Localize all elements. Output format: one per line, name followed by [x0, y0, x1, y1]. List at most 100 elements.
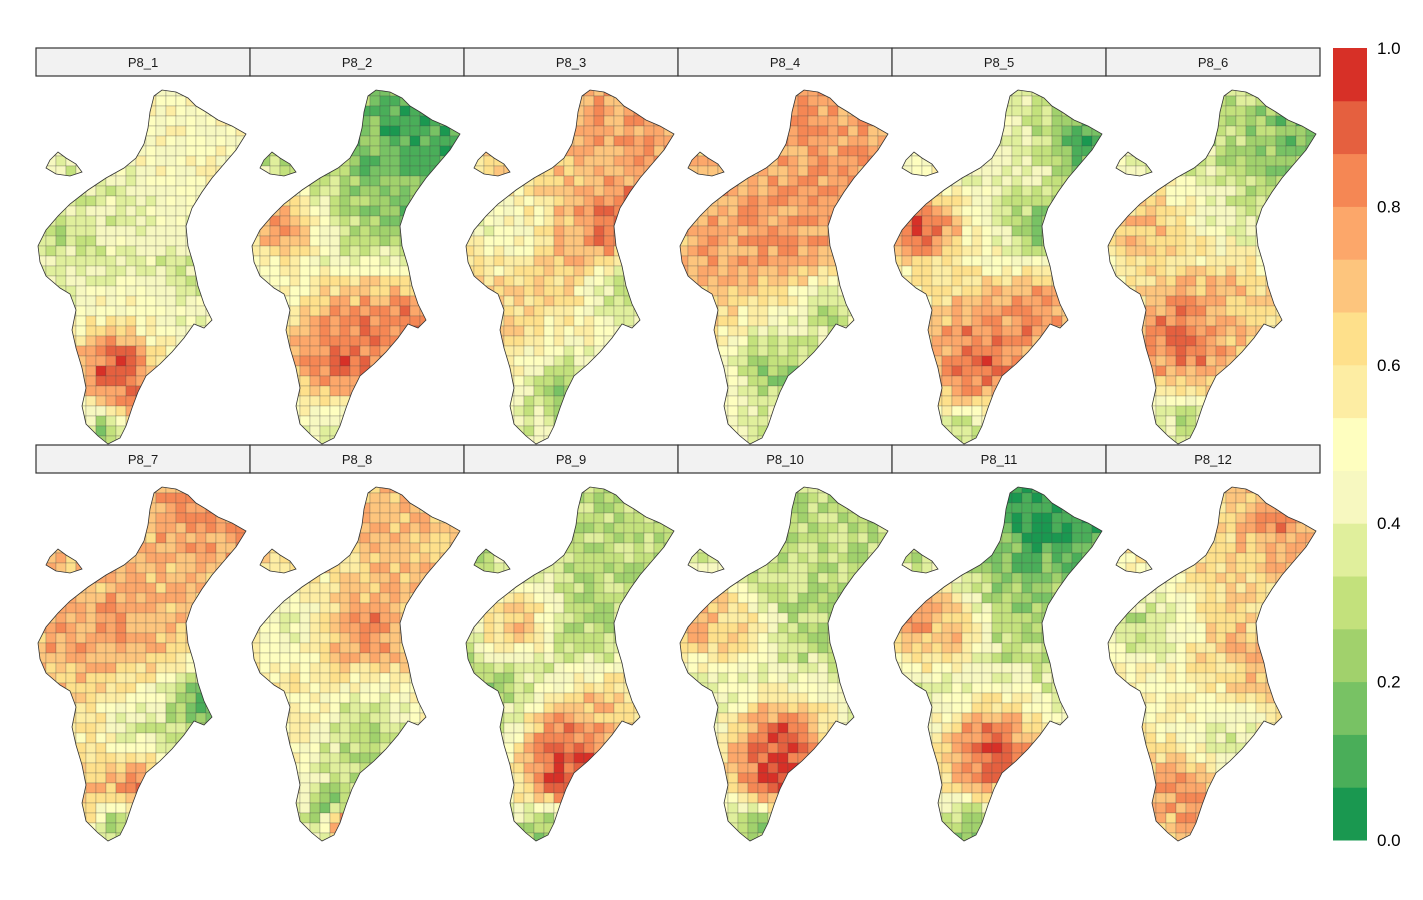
- municipality-cell: [523, 235, 535, 247]
- municipality-cell: [215, 90, 227, 97]
- municipality-cell: [697, 315, 709, 327]
- municipality-cell: [165, 95, 177, 107]
- municipality-cell: [767, 275, 779, 287]
- municipality-cell: [1315, 275, 1316, 287]
- municipality-cell: [245, 385, 246, 397]
- municipality-cell: [105, 265, 117, 277]
- municipality-cell: [359, 95, 371, 107]
- municipality-cell: [269, 105, 281, 117]
- municipality-cell: [105, 315, 117, 327]
- municipality-cell: [185, 255, 197, 267]
- municipality-cell: [707, 255, 719, 267]
- municipality-cell: [1205, 315, 1217, 327]
- municipality-cell: [787, 90, 799, 97]
- municipality-cell: [727, 95, 739, 107]
- municipality-cell: [653, 415, 665, 427]
- municipality-cell: [553, 265, 565, 277]
- municipality-cell: [673, 205, 674, 217]
- municipality-cell: [1225, 315, 1237, 327]
- municipality-cell: [340, 76, 350, 86]
- municipality-cell: [309, 415, 321, 427]
- municipality-cell: [911, 395, 923, 407]
- municipality-cell: [857, 145, 869, 157]
- municipality-cell: [369, 215, 381, 227]
- municipality-cell: [95, 165, 107, 177]
- municipality-cell: [299, 185, 311, 197]
- municipality-cell: [38, 315, 47, 327]
- municipality-cell: [603, 415, 615, 427]
- municipality-cell: [1091, 135, 1102, 147]
- municipality-cell: [125, 95, 137, 107]
- municipality-cell: [1108, 235, 1117, 247]
- municipality-cell: [533, 185, 545, 197]
- municipality-cell: [1315, 215, 1316, 227]
- municipality-cell: [623, 205, 635, 217]
- municipality-cell: [680, 355, 689, 367]
- municipality-cell: [941, 215, 953, 227]
- municipality-cell: [1101, 115, 1102, 127]
- municipality-cell: [299, 165, 311, 177]
- municipality-cell: [717, 425, 729, 437]
- municipality-cell: [894, 315, 903, 327]
- municipality-cell: [339, 315, 351, 327]
- municipality-cell: [663, 95, 674, 107]
- municipality-cell: [269, 95, 281, 107]
- municipality-cell: [543, 255, 555, 267]
- municipality-cell: [787, 285, 799, 297]
- municipality-cell: [389, 375, 401, 387]
- municipality-cell: [399, 305, 411, 317]
- municipality-cell: [663, 285, 674, 297]
- municipality-cell: [1081, 345, 1093, 357]
- municipality-cell: [583, 345, 595, 357]
- municipality-cell: [449, 205, 460, 217]
- municipality-cell: [603, 155, 615, 167]
- municipality-cell: [797, 275, 809, 287]
- municipality-cell: [1165, 295, 1177, 307]
- municipality-cell: [1155, 185, 1167, 197]
- municipality-cell: [643, 255, 655, 267]
- municipality-cell: [1021, 95, 1033, 107]
- municipality-cell: [1265, 305, 1277, 317]
- municipality-cell: [737, 325, 749, 337]
- municipality-cell: [459, 365, 460, 377]
- municipality-cell: [165, 215, 177, 227]
- municipality-cell: [1081, 325, 1093, 337]
- municipality-cell: [1286, 76, 1296, 86]
- municipality-cell: [1145, 315, 1157, 327]
- municipality-cell: [493, 145, 505, 157]
- municipality-cell: [583, 335, 595, 347]
- municipality-cell: [951, 105, 963, 117]
- municipality-cell: [1245, 375, 1257, 387]
- municipality-cell: [1125, 275, 1137, 287]
- municipality-cell: [389, 425, 401, 437]
- municipality-cell: [643, 195, 655, 207]
- municipality-cell: [901, 295, 913, 307]
- municipality-cell: [1195, 245, 1207, 257]
- municipality-cell: [1255, 345, 1267, 357]
- municipality-cell: [777, 195, 789, 207]
- municipality-cell: [593, 195, 605, 207]
- municipality-cell: [115, 205, 127, 217]
- municipality-cell: [727, 355, 739, 367]
- municipality-cell: [1071, 345, 1083, 357]
- municipality-cell: [912, 76, 922, 86]
- municipality-cell: [563, 275, 575, 287]
- municipality-cell: [205, 95, 217, 107]
- municipality-cell: [887, 175, 888, 187]
- municipality-cell: [1021, 325, 1033, 337]
- municipality-cell: [215, 385, 227, 397]
- municipality-cell: [1031, 315, 1043, 327]
- municipality-cell: [1091, 375, 1102, 387]
- municipality-cell: [1051, 195, 1063, 207]
- municipality-cell: [1185, 95, 1197, 107]
- municipality-cell: [439, 265, 451, 277]
- municipality-cell: [613, 305, 625, 317]
- municipality-cell: [972, 76, 982, 86]
- municipality-cell: [165, 135, 177, 147]
- municipality-cell: [717, 295, 729, 307]
- municipality-cell: [1295, 355, 1307, 367]
- municipality-cell: [1115, 135, 1127, 147]
- municipality-cell: [1235, 415, 1247, 427]
- municipality-cell: [737, 205, 749, 217]
- municipality-cell: [991, 185, 1003, 197]
